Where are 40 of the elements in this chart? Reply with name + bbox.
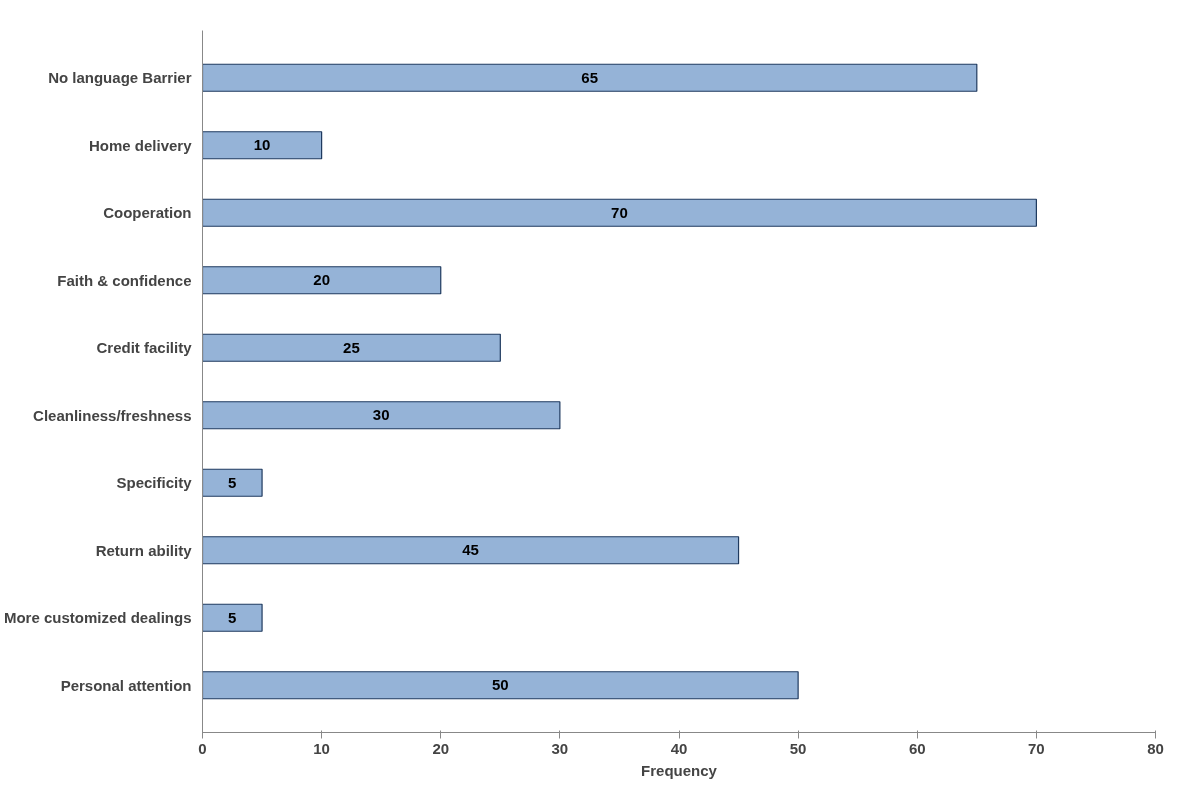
data-label: 10 [253,136,271,154]
x-tick-label: 70 [1028,739,1045,757]
bar [202,63,978,92]
bar [202,333,501,362]
data-label: 45 [462,541,479,559]
bar [202,536,740,565]
y-tick-label: More customized dealings [3,609,192,627]
data-label: 50 [491,676,509,694]
y-tick-label: Return ability [95,541,193,559]
bar [202,603,263,632]
data-label: 20 [313,271,330,289]
y-tick-label: No language Barrier [48,69,192,87]
x-tick-label: 80 [1147,739,1164,757]
x-tick-label: 40 [670,739,688,757]
bar [202,671,799,700]
data-label: 25 [343,338,360,356]
bar [202,131,323,160]
data-label: 5 [228,608,237,626]
y-tick-label: Specificity [116,474,193,492]
x-tick-label: 20 [432,739,450,757]
y-tick-label: Cleanliness/freshness [33,406,192,424]
x-tick-label: 50 [789,739,807,757]
y-tick-label: Cooperation [103,204,192,222]
bar [202,198,1037,227]
data-label: 70 [611,203,628,221]
x-tick-label: 60 [908,739,926,757]
x-tick-label: 0 [198,739,207,757]
data-label: 65 [581,68,598,86]
y-tick-label: Faith & confidence [57,271,192,289]
data-label: 30 [372,406,390,424]
bar [202,401,561,430]
x-axis-title: Frequency [641,761,718,779]
y-tick-label: Home delivery [88,136,193,154]
x-tick-label: 30 [551,739,569,757]
bar [202,468,263,497]
data-label: 5 [228,473,237,491]
x-tick-label: 10 [313,739,330,757]
y-tick-label: Credit facility [96,339,193,357]
y-tick-label: Personal attention [60,676,192,694]
bar [202,266,442,295]
